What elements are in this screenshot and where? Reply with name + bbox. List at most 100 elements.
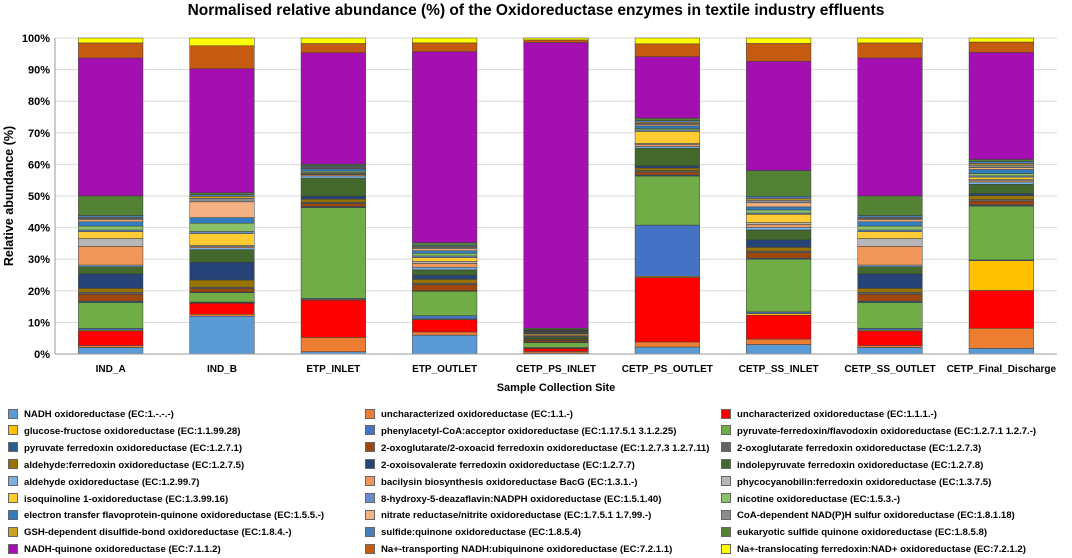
bar-segment (969, 42, 1034, 52)
x-tick-label: ETP_INLET (306, 364, 360, 375)
bar-segment (78, 292, 143, 294)
legend-swatch (721, 493, 731, 503)
bar-segment (969, 201, 1034, 205)
legend-label: phycocyanobilin:ferredoxin oxidoreductas… (737, 477, 991, 488)
legend-item: 8-hydroxy-5-deazaflavin:NADPH oxidoreduc… (365, 491, 661, 508)
bar-segment (412, 320, 477, 332)
bar-segment (190, 314, 255, 316)
legend-swatch (8, 442, 18, 452)
bar-segment (78, 246, 143, 265)
bar-segment (78, 220, 143, 222)
bar-segment (969, 177, 1034, 179)
bar-segment (190, 46, 255, 69)
bar-segment (301, 208, 366, 299)
legend-item: Na+-translocating ferredoxin:NAD+ oxidor… (721, 541, 1026, 558)
bar-segment (301, 199, 366, 202)
bar-segment (635, 168, 700, 171)
legend-item: Na+-transporting NADH:ubiquinone oxidore… (365, 541, 672, 558)
bar-segment (78, 216, 143, 218)
bar-segment (190, 293, 255, 302)
bar-segment (635, 166, 700, 168)
bar-segment (78, 222, 143, 226)
bar-segment (746, 312, 811, 314)
bar-segment (412, 275, 477, 279)
bar-segment (746, 207, 811, 210)
bar-segment (190, 38, 255, 46)
legend-label: GSH-dependent disulfide-bond oxidoreduct… (24, 527, 292, 538)
bar-segment (746, 214, 811, 222)
bar-segment (858, 246, 923, 265)
bar-segment (746, 314, 811, 316)
y-tick-label: 50% (28, 191, 50, 203)
bar-segment (635, 146, 700, 148)
bar-segment (969, 165, 1034, 167)
legend-swatch (721, 459, 731, 469)
legend-label: uncharacterized oxidoreductase (EC:1.1.1… (737, 409, 937, 420)
legend-item: isoquinoline 1-oxidoreductase (EC:1.3.99… (8, 491, 228, 508)
bar-segment (78, 58, 143, 196)
bar-segment (301, 44, 366, 53)
bar-segment (746, 171, 811, 197)
legend-item: 2-oxoglutarate ferredoxin oxidoreductase… (721, 440, 981, 457)
bar-segment (190, 280, 255, 287)
bar-segment (746, 247, 811, 251)
bar-stack-CETP_SS_INLET (746, 38, 811, 354)
bar-segment (635, 44, 700, 57)
legend-swatch (8, 544, 18, 554)
legend-swatch (721, 544, 731, 554)
bar-segment (190, 232, 255, 234)
legend-label: NADH oxidoreductase (EC:1.-.-.-) (24, 409, 174, 420)
bar-segment (746, 240, 811, 247)
legend-swatch (365, 510, 375, 520)
bar-segment (858, 196, 923, 216)
legend-label: glucose-fructose oxidoreductase (EC:1.1.… (24, 426, 240, 437)
legend-label: aldehyde oxidoreductase (EC:1.2.99.7) (24, 477, 199, 488)
legend-swatch (8, 527, 18, 537)
legend-swatch (365, 493, 375, 503)
bar-segment (746, 38, 811, 43)
bar-segment (190, 202, 255, 218)
bar-segment (969, 290, 1034, 328)
legend-label: pyruvate ferredoxin oxidoreductase (EC:1… (24, 443, 242, 454)
bar-segment (78, 288, 143, 292)
bar-segment (301, 204, 366, 207)
bar-stack-IND_B (190, 38, 255, 354)
legend-label: 2-oxoisovalerate ferredoxin oxidoreducta… (381, 460, 635, 471)
bar-segment (746, 43, 811, 61)
bar-segment (301, 176, 366, 178)
x-tick-label: CETP_SS_OUTLET (844, 364, 935, 375)
legend-swatch (721, 425, 731, 435)
legend-label: 8-hydroxy-5-deazaflavin:NADPH oxidoreduc… (381, 494, 661, 505)
bar-segment (969, 169, 1034, 173)
bar-segment (78, 196, 143, 216)
x-tick-label: CETP_PS_INLET (516, 364, 596, 375)
bar-segment (635, 225, 700, 276)
bar-segment (190, 233, 255, 245)
bar-segment (190, 218, 255, 223)
bar-segment (858, 345, 923, 347)
legend-item: 2-oxoisovalerate ferredoxin oxidoreducta… (365, 457, 635, 474)
y-tick-label: 70% (28, 128, 50, 140)
x-tick-label: CETP_PS_OUTLET (622, 364, 713, 375)
legend-label: isoquinoline 1-oxidoreductase (EC:1.3.99… (24, 494, 228, 505)
bar-segment (301, 178, 366, 196)
bar-segment (524, 43, 589, 329)
bar-segment (858, 222, 923, 226)
legend-item: 2-oxoglutarate/2-oxoacid ferredoxin oxid… (365, 440, 709, 457)
legend-item: electron transfer flavoprotein-quinone o… (8, 507, 324, 524)
bar-stacks (78, 38, 1033, 354)
bar-segment (858, 216, 923, 218)
bar-segment (190, 289, 255, 292)
bar-segment (746, 251, 811, 253)
bar-segment (301, 169, 366, 171)
bar-segment (858, 220, 923, 222)
bar-segment (412, 243, 477, 246)
legend-item: CoA-dependent NAD(P)H sulfur oxidoreduct… (721, 507, 1015, 524)
legend-item: phycocyanobilin:ferredoxin oxidoreductas… (721, 474, 991, 491)
bar-segment (969, 328, 1034, 348)
bar-segment (190, 303, 255, 314)
bar-segment (301, 53, 366, 164)
bar-segment (301, 300, 366, 337)
bar-segment (412, 279, 477, 283)
